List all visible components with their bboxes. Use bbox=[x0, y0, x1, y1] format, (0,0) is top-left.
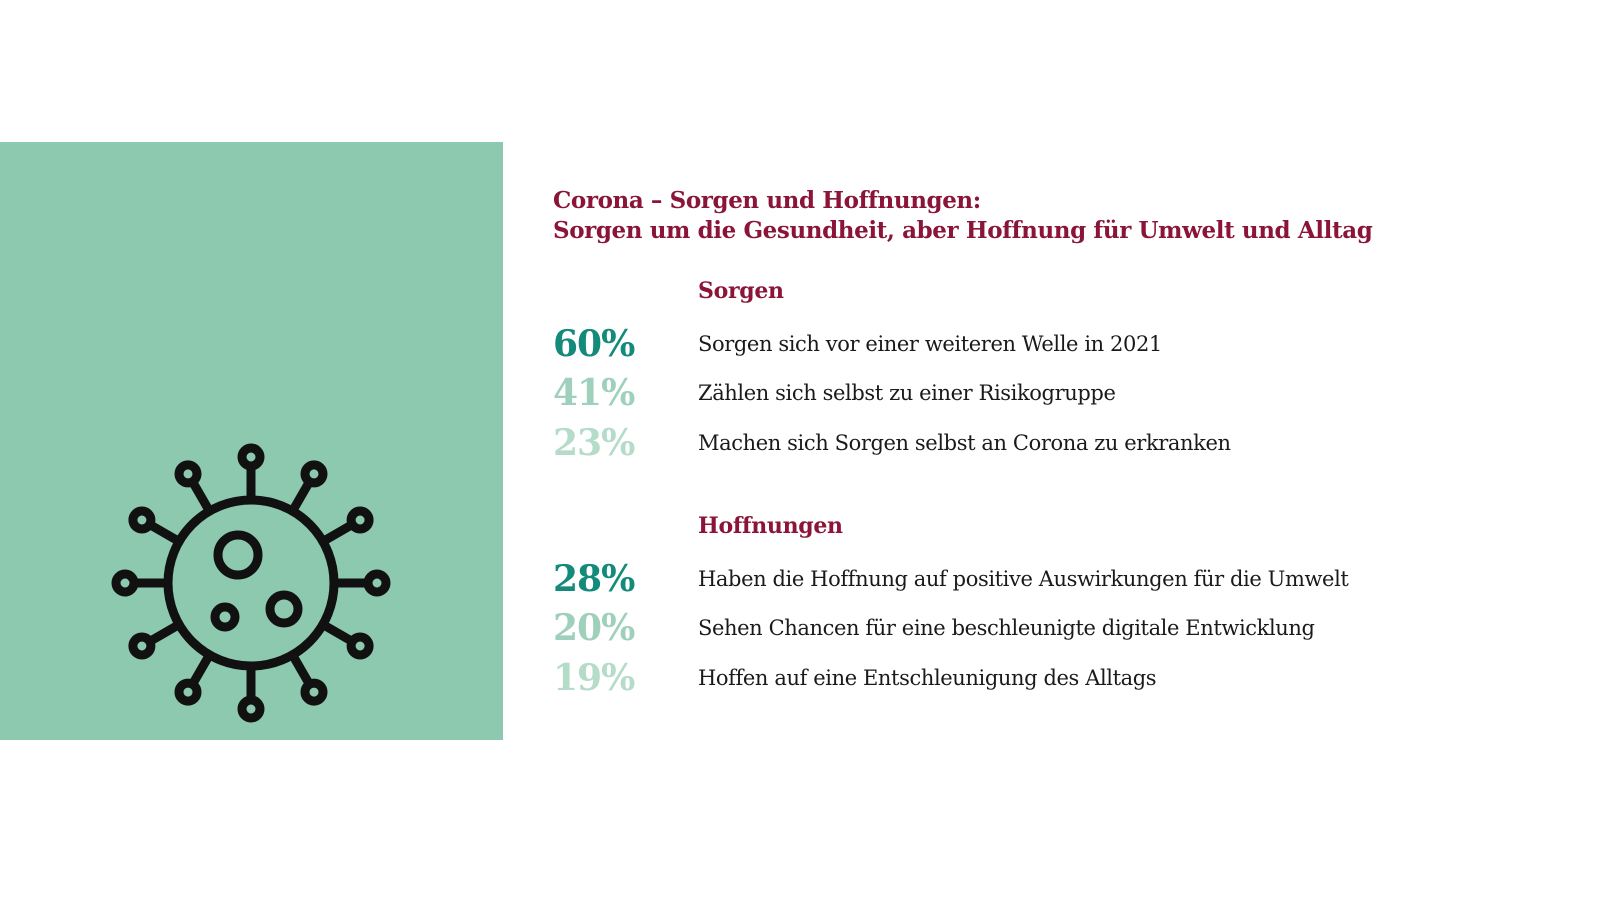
title-line-2: Sorgen um die Gesundheit, aber Hoffnung … bbox=[553, 217, 1373, 244]
list-item: 28% Haben die Hoffnung auf positive Ausw… bbox=[553, 554, 1349, 604]
percentage-value: 20% bbox=[553, 607, 635, 649]
list-item: 20% Sehen Chancen für eine beschleunigte… bbox=[553, 603, 1315, 653]
item-description: Haben die Hoffnung auf positive Auswirku… bbox=[698, 567, 1349, 591]
item-description: Sorgen sich vor einer weiteren Welle in … bbox=[698, 332, 1162, 356]
percentage-value: 60% bbox=[553, 323, 635, 365]
percentage-value: 19% bbox=[553, 657, 635, 699]
illustration-panel bbox=[0, 142, 503, 740]
virus-icon bbox=[111, 443, 391, 723]
page-title: Corona – Sorgen und Hoffnungen: Sorgen u… bbox=[553, 186, 1373, 246]
section-heading-hoffnungen: Hoffnungen bbox=[698, 513, 843, 539]
list-item: 23% Machen sich Sorgen selbst an Corona … bbox=[553, 418, 1231, 468]
percentage-value: 23% bbox=[553, 422, 635, 464]
list-item: 41% Zählen sich selbst zu einer Risikogr… bbox=[553, 368, 1116, 418]
list-item: 19% Hoffen auf eine Entschleunigung des … bbox=[553, 653, 1157, 703]
list-item: 60% Sorgen sich vor einer weiteren Welle… bbox=[553, 319, 1162, 369]
item-description: Machen sich Sorgen selbst an Corona zu e… bbox=[698, 431, 1231, 455]
percentage-value: 41% bbox=[553, 372, 635, 414]
title-line-1: Corona – Sorgen und Hoffnungen: bbox=[553, 187, 981, 214]
item-description: Sehen Chancen für eine beschleunigte dig… bbox=[698, 616, 1315, 640]
percentage-value: 28% bbox=[553, 558, 635, 600]
item-description: Hoffen auf eine Entschleunigung des Allt… bbox=[698, 666, 1157, 690]
section-heading-sorgen: Sorgen bbox=[698, 278, 784, 304]
item-description: Zählen sich selbst zu einer Risikogruppe bbox=[698, 381, 1116, 405]
